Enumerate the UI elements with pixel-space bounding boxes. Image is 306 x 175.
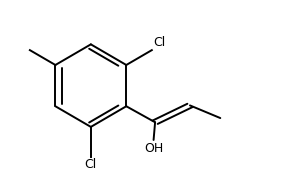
Text: Cl: Cl — [85, 158, 97, 171]
Text: OH: OH — [144, 142, 163, 155]
Text: Cl: Cl — [153, 36, 166, 49]
